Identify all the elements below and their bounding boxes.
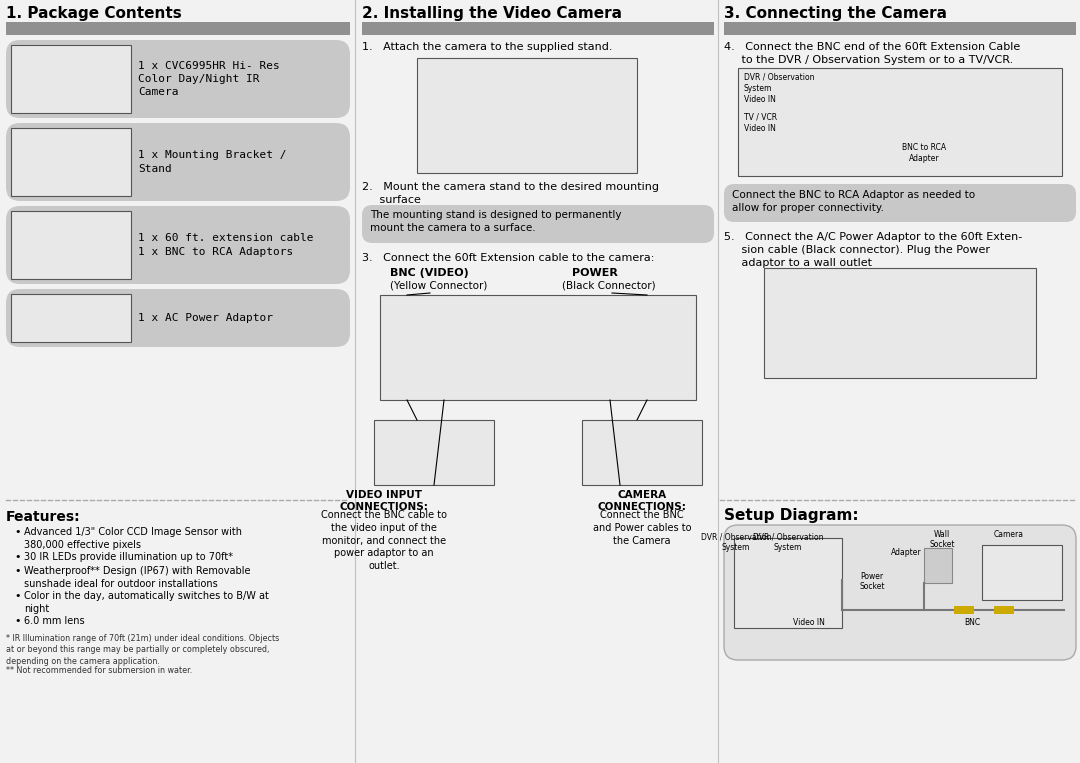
Text: ** Not recommended for submersion in water.: ** Not recommended for submersion in wat… bbox=[6, 666, 192, 675]
Text: 1 x 60 ft. extension cable
1 x BNC to RCA Adaptors: 1 x 60 ft. extension cable 1 x BNC to RC… bbox=[138, 233, 313, 256]
Text: 1 x CVC6995HR Hi- Res
Color Day/Night IR
Camera: 1 x CVC6995HR Hi- Res Color Day/Night IR… bbox=[138, 61, 280, 97]
Bar bbox=[11, 294, 131, 342]
Bar bbox=[982, 545, 1062, 600]
Text: DVR / Observation
System
Video IN: DVR / Observation System Video IN bbox=[744, 73, 814, 104]
Text: (Black Connector): (Black Connector) bbox=[562, 280, 656, 290]
Text: Power
Socket: Power Socket bbox=[860, 572, 885, 591]
Text: 1. Package Contents: 1. Package Contents bbox=[6, 6, 181, 21]
Text: Setup Diagram:: Setup Diagram: bbox=[724, 508, 859, 523]
Text: Wall
Socket: Wall Socket bbox=[929, 530, 955, 549]
Bar bbox=[924, 548, 951, 583]
Text: •: • bbox=[14, 552, 21, 562]
Text: Camera: Camera bbox=[994, 530, 1024, 539]
Text: CAMERA
CONNECTIONS:: CAMERA CONNECTIONS: bbox=[597, 490, 687, 513]
Bar bbox=[734, 538, 842, 628]
FancyBboxPatch shape bbox=[6, 40, 350, 118]
Text: Connect the BNC to RCA Adaptor as needed to
allow for proper connectivity.: Connect the BNC to RCA Adaptor as needed… bbox=[732, 190, 975, 213]
Text: •: • bbox=[14, 566, 21, 576]
Text: •: • bbox=[14, 591, 21, 601]
Bar bbox=[374, 420, 494, 485]
Text: 1 x Mounting Bracket /
Stand: 1 x Mounting Bracket / Stand bbox=[138, 150, 286, 174]
Bar bbox=[417, 58, 637, 173]
Bar bbox=[954, 606, 974, 614]
Text: Connect the BNC
and Power cables to
the Camera: Connect the BNC and Power cables to the … bbox=[593, 510, 691, 546]
Text: 6.0 mm lens: 6.0 mm lens bbox=[24, 616, 84, 626]
FancyBboxPatch shape bbox=[724, 525, 1076, 660]
Text: •: • bbox=[14, 527, 21, 537]
Bar bbox=[6, 22, 350, 35]
Text: BNC to RCA
Adapter: BNC to RCA Adapter bbox=[902, 143, 946, 163]
Text: Color in the day, automatically switches to B/W at
night: Color in the day, automatically switches… bbox=[24, 591, 269, 613]
Text: DVR / Observation
System: DVR / Observation System bbox=[753, 533, 823, 552]
Text: 1 x AC Power Adaptor: 1 x AC Power Adaptor bbox=[138, 313, 273, 323]
FancyBboxPatch shape bbox=[6, 289, 350, 347]
Text: BNC (VIDEO): BNC (VIDEO) bbox=[390, 268, 469, 278]
Bar bbox=[362, 22, 714, 35]
Text: 2. Installing the Video Camera: 2. Installing the Video Camera bbox=[362, 6, 622, 21]
Text: * IR Illumination range of 70ft (21m) under ideal conditions. Objects
at or beyo: * IR Illumination range of 70ft (21m) un… bbox=[6, 634, 280, 666]
Text: Advanced 1/3" Color CCD Image Sensor with
380,000 effective pixels: Advanced 1/3" Color CCD Image Sensor wit… bbox=[24, 527, 242, 550]
Text: (Yellow Connector): (Yellow Connector) bbox=[390, 280, 487, 290]
Text: The mounting stand is designed to permanently
mount the camera to a surface.: The mounting stand is designed to perman… bbox=[370, 210, 621, 233]
Text: TV / VCR
Video IN: TV / VCR Video IN bbox=[744, 113, 778, 133]
Bar bbox=[994, 606, 1014, 614]
FancyBboxPatch shape bbox=[6, 206, 350, 284]
FancyBboxPatch shape bbox=[6, 123, 350, 201]
Text: Adapter: Adapter bbox=[891, 548, 922, 557]
Text: Weatherproof** Design (IP67) with Removable
sunshade ideal for outdoor installat: Weatherproof** Design (IP67) with Remova… bbox=[24, 566, 251, 589]
Bar bbox=[724, 22, 1076, 35]
Bar bbox=[11, 128, 131, 196]
FancyBboxPatch shape bbox=[362, 205, 714, 243]
Text: 1.   Attach the camera to the supplied stand.: 1. Attach the camera to the supplied sta… bbox=[362, 42, 612, 52]
Text: Video IN: Video IN bbox=[793, 618, 825, 627]
Bar bbox=[11, 45, 131, 113]
Bar bbox=[380, 295, 696, 400]
Bar bbox=[582, 420, 702, 485]
Text: DVR / Observation
System: DVR / Observation System bbox=[701, 533, 771, 552]
Text: Features:: Features: bbox=[6, 510, 81, 524]
Text: VIDEO INPUT
CONNECTIONS:: VIDEO INPUT CONNECTIONS: bbox=[339, 490, 429, 513]
Bar bbox=[764, 268, 1036, 378]
Bar bbox=[738, 68, 1062, 176]
Text: Connect the BNC cable to
the video input of the
monitor, and connect the
power a: Connect the BNC cable to the video input… bbox=[321, 510, 447, 571]
Text: 2.   Mount the camera stand to the desired mounting
     surface: 2. Mount the camera stand to the desired… bbox=[362, 182, 659, 204]
Text: POWER: POWER bbox=[572, 268, 618, 278]
Text: 3. Connecting the Camera: 3. Connecting the Camera bbox=[724, 6, 947, 21]
Text: 30 IR LEDs provide illumination up to 70ft*: 30 IR LEDs provide illumination up to 70… bbox=[24, 552, 233, 562]
FancyBboxPatch shape bbox=[724, 184, 1076, 222]
Text: BNC: BNC bbox=[964, 618, 980, 627]
Text: 4.   Connect the BNC end of the 60ft Extension Cable
     to the DVR / Observati: 4. Connect the BNC end of the 60ft Exten… bbox=[724, 42, 1021, 65]
Bar bbox=[11, 211, 131, 279]
Text: 3.   Connect the 60ft Extension cable to the camera:: 3. Connect the 60ft Extension cable to t… bbox=[362, 253, 654, 263]
Text: •: • bbox=[14, 616, 21, 626]
Text: 5.   Connect the A/C Power Adaptor to the 60ft Exten-
     sion cable (Black con: 5. Connect the A/C Power Adaptor to the … bbox=[724, 232, 1023, 268]
